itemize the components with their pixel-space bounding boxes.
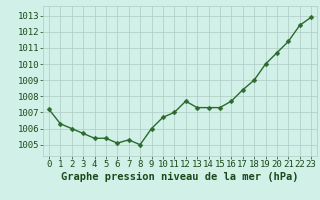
X-axis label: Graphe pression niveau de la mer (hPa): Graphe pression niveau de la mer (hPa)	[61, 172, 299, 182]
